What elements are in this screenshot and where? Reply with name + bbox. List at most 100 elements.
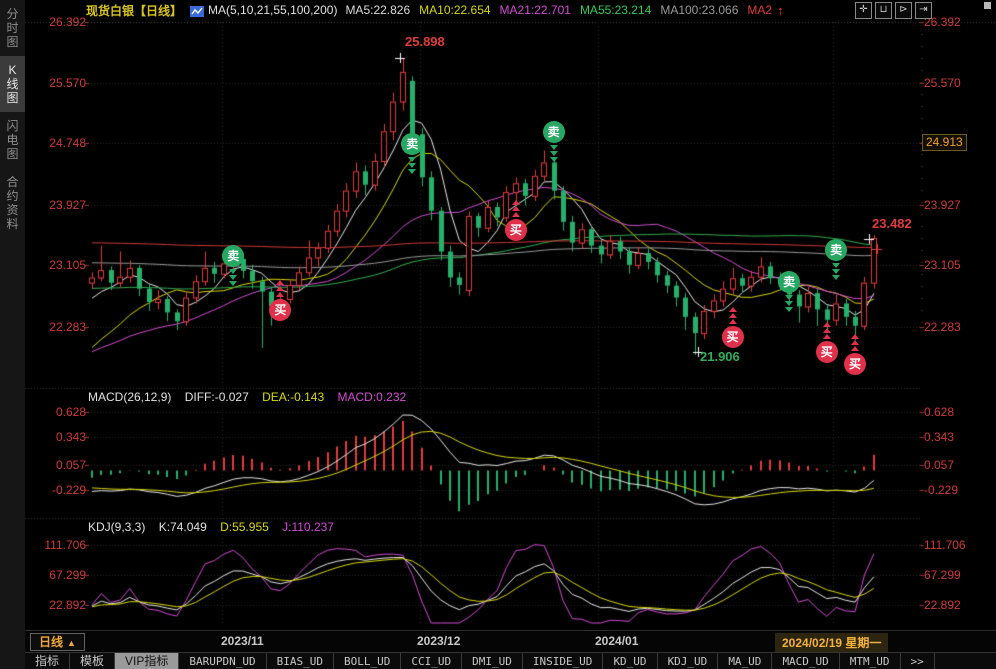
axis-label: 25.570 bbox=[924, 76, 961, 90]
indicator-tab-MTM_UD[interactable]: MTM_UD bbox=[840, 653, 901, 669]
indicator-tab-MACD_UD[interactable]: MACD_UD bbox=[772, 653, 840, 669]
kdj-header: KDJ(9,3,3) K:74.049 D:55.955 J:110.237 bbox=[88, 520, 344, 534]
axis-label: 26.392 bbox=[49, 15, 86, 29]
axis-label: 22.892 bbox=[49, 598, 86, 612]
kdj-params-label: KDJ(9,3,3) bbox=[88, 520, 146, 534]
indicator-tab-CCI_UD[interactable]: CCI_UD bbox=[401, 653, 463, 669]
sidebar-item-合约资料[interactable]: 合约资料 bbox=[6, 175, 19, 231]
triangle-up-icon bbox=[511, 200, 520, 205]
ma-value-label: MA100:23.066 bbox=[660, 3, 739, 17]
indicator-tab-INSIDE_UD[interactable]: INSIDE_UD bbox=[523, 653, 604, 669]
axis-left-icon[interactable]: ⊔ bbox=[875, 2, 892, 19]
date-axis-strip: 日线 ▲ 2024/02/19 星期一 2023/11 2023/12 2024/01 bbox=[25, 630, 996, 653]
triangle-down-icon bbox=[549, 151, 558, 156]
month-label: 2023/12 bbox=[417, 634, 461, 648]
indicator-tab-KD_UD[interactable]: KD_UD bbox=[603, 653, 658, 669]
kdj-d-value: D:55.955 bbox=[220, 520, 269, 534]
kdj-j-value: J:110.237 bbox=[282, 520, 334, 534]
kdj-k-value: K:74.049 bbox=[158, 520, 207, 534]
sell-signal-marker: 卖 bbox=[825, 239, 848, 261]
triangle-up-icon bbox=[851, 340, 860, 345]
price-annotation: 25.898 bbox=[405, 34, 445, 49]
triangle-up-icon bbox=[276, 292, 285, 297]
export-icon[interactable]: ⇥ bbox=[915, 2, 932, 19]
triangle-down-icon bbox=[549, 157, 558, 162]
indicator-tab-模板[interactable]: 模板 bbox=[70, 653, 116, 669]
axis-label: 0.343 bbox=[924, 430, 955, 444]
triangle-up-icon bbox=[822, 328, 831, 333]
axis-label: 0.057 bbox=[924, 458, 955, 472]
ma-value-label: MA2 bbox=[747, 3, 773, 17]
axis-label: 24.748 bbox=[49, 136, 86, 150]
axis-label: -0.229 bbox=[924, 483, 959, 497]
macd-header: MACD(26,12,9) DIFF:-0.027 DEA:-0.143 MAC… bbox=[88, 390, 416, 404]
axis-label: 0.628 bbox=[55, 405, 86, 419]
triangle-up-icon bbox=[511, 212, 520, 217]
chart-toolbar: ✛ ⊔ ⊳ ⇥ bbox=[855, 2, 932, 19]
cursor-up-arrow-icon: ↑ bbox=[777, 2, 784, 18]
indicator-tab-bar: 指标 模板 VIP指标 BARUPDN_UD BIAS_UD BOLL_UD CCI_UD D… bbox=[25, 652, 996, 669]
triangle-up-icon bbox=[276, 280, 285, 285]
window-control-icon[interactable] bbox=[984, 2, 991, 9]
indicator-tab-BOLL_UD[interactable]: BOLL_UD bbox=[334, 653, 402, 669]
sidebar-item-分时图[interactable]: 分时图 bbox=[6, 7, 19, 49]
triangle-down-icon bbox=[785, 301, 794, 306]
axis-label: 111.706 bbox=[44, 538, 86, 552]
price-annotation: 21.906 bbox=[700, 349, 740, 364]
axis-label: 25.570 bbox=[49, 76, 86, 90]
indicator-tab->>[interactable]: >> bbox=[901, 653, 935, 669]
indicator-tab-指标[interactable]: 指标 bbox=[25, 653, 71, 669]
sell-signal-marker: 卖 bbox=[222, 245, 245, 267]
triangle-down-icon bbox=[832, 269, 841, 274]
ma-value-label: MA5:22.826 bbox=[345, 3, 411, 17]
buy-signal-marker: 买 bbox=[269, 299, 292, 321]
triangle-up-icon bbox=[728, 319, 737, 324]
chart-header: 现货白银【日线】 MA(5,10,21,55,100,200) MA5:22.8… bbox=[25, 0, 996, 20]
triangle-up-icon bbox=[728, 307, 737, 312]
ma-value-label: MA55:23.214 bbox=[579, 3, 652, 17]
macd-diff-value: DIFF:-0.027 bbox=[184, 390, 249, 404]
buy-signal-marker: 买 bbox=[504, 219, 527, 241]
axis-label: 23.105 bbox=[49, 258, 86, 272]
axis-play-icon[interactable]: ⊳ bbox=[895, 2, 912, 19]
axis-label: 0.057 bbox=[55, 458, 86, 472]
symbol-title: 现货白银【日线】 bbox=[86, 3, 183, 18]
triangle-down-icon bbox=[229, 281, 238, 286]
indicator-tab-MA_UD[interactable]: MA_UD bbox=[718, 653, 773, 669]
ma-parameters-label: MA(5,10,21,55,100,200) bbox=[208, 3, 338, 17]
indicator-tab-VIP指标[interactable]: VIP指标 bbox=[115, 653, 180, 669]
sidebar-item-K线图[interactable]: K线图 bbox=[0, 56, 25, 112]
triangle-down-icon bbox=[832, 275, 841, 280]
indicator-tab-KDJ_UD[interactable]: KDJ_UD bbox=[658, 653, 719, 669]
triangle-down-icon bbox=[832, 263, 841, 268]
indicator-tab-BARUPDN_UD[interactable]: BARUPDN_UD bbox=[179, 653, 267, 669]
sidebar-item-闪电图[interactable]: 闪电图 bbox=[6, 119, 19, 161]
ma-value-label: MA10:22.654 bbox=[419, 3, 491, 17]
period-selector[interactable]: 日线 ▲ bbox=[30, 633, 85, 651]
indicator-tab-BIAS_UD[interactable]: BIAS_UD bbox=[267, 653, 334, 669]
axis-label: 67.299 bbox=[924, 568, 961, 582]
price-alert-tag: 24.913 bbox=[922, 134, 967, 151]
price-annotation: 23.482 bbox=[872, 216, 912, 231]
triangle-down-icon bbox=[549, 145, 558, 150]
macd-params-label: MACD(26,12,9) bbox=[88, 390, 172, 404]
month-label: 2023/11 bbox=[221, 634, 264, 648]
current-date-label: 2024/02/19 星期一 bbox=[775, 633, 889, 653]
triangle-down-icon bbox=[785, 295, 794, 300]
buy-signal-marker: 买 bbox=[721, 326, 744, 348]
macd-dea-value: DEA:-0.143 bbox=[262, 390, 325, 404]
triangle-down-icon bbox=[229, 275, 238, 280]
axis-label: 23.927 bbox=[924, 198, 961, 212]
triangle-down-icon bbox=[408, 169, 417, 174]
sell-signal-marker: 卖 bbox=[542, 121, 565, 143]
month-label: 2024/01 bbox=[595, 634, 639, 648]
triangle-down-icon bbox=[785, 307, 794, 312]
chart-type-icon bbox=[190, 5, 205, 17]
axis-label: 23.105 bbox=[924, 258, 961, 272]
axis-label: 22.283 bbox=[924, 320, 961, 334]
crosshair-icon[interactable]: ✛ bbox=[855, 2, 872, 19]
buy-signal-marker: 买 bbox=[844, 353, 867, 375]
buy-signal-marker: 买 bbox=[815, 341, 838, 363]
indicator-tab-DMI_UD[interactable]: DMI_UD bbox=[462, 653, 523, 669]
